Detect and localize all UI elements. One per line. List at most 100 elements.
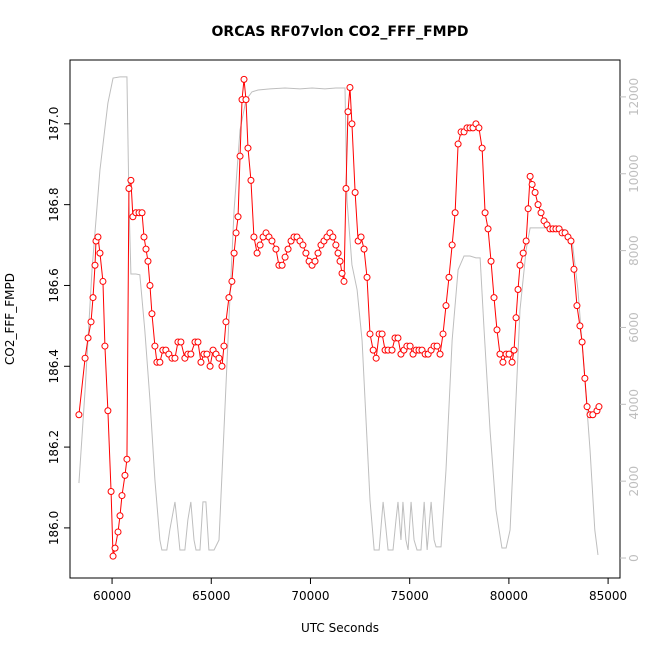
y2-tick-label: 4000 [627, 389, 641, 420]
data-point [351, 189, 359, 197]
data-point [232, 229, 240, 237]
data-point [311, 257, 319, 265]
data-point [104, 407, 112, 415]
data-point [329, 233, 337, 241]
data-point [344, 108, 352, 116]
data-point [144, 257, 152, 265]
data-point [215, 354, 223, 362]
data-point [197, 358, 205, 366]
y-tick-label: 187.0 [47, 107, 61, 141]
data-point [493, 326, 501, 334]
data-point [338, 269, 346, 277]
data-point [475, 124, 483, 132]
data-point [484, 225, 492, 233]
data-point [514, 286, 522, 294]
data-point [360, 245, 368, 253]
data-point [528, 180, 536, 188]
data-point [272, 245, 280, 253]
y2-tick-label: 12000 [627, 78, 641, 116]
data-point [581, 374, 589, 382]
data-point [123, 455, 131, 463]
data-point [519, 249, 527, 257]
y-tick-label: 186.2 [47, 430, 61, 464]
data-point [394, 334, 402, 342]
series-line [78, 76, 599, 556]
data-point [583, 403, 591, 411]
data-point [220, 342, 228, 350]
data-point [194, 338, 202, 346]
data-point [111, 544, 119, 552]
data-point [281, 253, 289, 261]
data-point [109, 552, 117, 560]
data-point [89, 294, 97, 302]
data-point [244, 144, 252, 152]
data-point [348, 120, 356, 128]
y2-tick-label: 10000 [627, 155, 641, 193]
data-point [250, 233, 258, 241]
y2-tick-label: 0 [627, 554, 641, 562]
data-point [148, 310, 156, 318]
data-point [406, 342, 414, 350]
data-point [531, 189, 539, 197]
data-point [445, 273, 453, 281]
data-point [116, 512, 124, 520]
data-point [363, 273, 371, 281]
data-point [448, 241, 456, 249]
data-point [302, 249, 310, 257]
data-point [499, 358, 507, 366]
data-point [230, 249, 238, 257]
data-point [171, 354, 179, 362]
data-point [522, 237, 530, 245]
data-point [496, 350, 504, 358]
data-point [247, 176, 255, 184]
data-point [578, 338, 586, 346]
data-point [481, 209, 489, 217]
data-point [94, 233, 102, 241]
data-point [589, 411, 597, 419]
y-tick-label: 186.4 [47, 349, 61, 383]
data-point [91, 261, 99, 269]
data-point [505, 350, 513, 358]
data-point [99, 277, 107, 285]
data-point [75, 411, 83, 419]
data-point [439, 330, 447, 338]
data-point [369, 346, 377, 354]
data-point [284, 245, 292, 253]
y2-tick-label: 8000 [627, 235, 641, 266]
data-point [332, 241, 340, 249]
data-point [436, 350, 444, 358]
data-point [107, 488, 115, 496]
data-point [121, 471, 129, 479]
data-point [81, 354, 89, 362]
data-point [342, 184, 350, 192]
y-tick-label: 186.0 [47, 511, 61, 545]
data-point [138, 209, 146, 217]
data-point [84, 334, 92, 342]
data-point [346, 83, 354, 91]
y-axis-label: CO2_FFF_FMPD [3, 273, 17, 365]
data-point [187, 350, 195, 358]
data-point [218, 362, 226, 370]
data-point [442, 302, 450, 310]
data-point [490, 294, 498, 302]
data-point [336, 257, 344, 265]
data-point [225, 294, 233, 302]
data-point [177, 338, 185, 346]
data-point [516, 261, 524, 269]
data-point [334, 249, 342, 257]
data-point [236, 152, 244, 160]
data-point [314, 249, 322, 257]
data-point [524, 205, 532, 213]
data-point [127, 176, 135, 184]
data-point [151, 342, 159, 350]
data-point [576, 322, 584, 330]
data-point [87, 318, 95, 326]
data-point [101, 342, 109, 350]
data-point [140, 233, 148, 241]
data-point [340, 277, 348, 285]
data-point [118, 492, 126, 500]
data-point [537, 209, 545, 217]
data-point [125, 184, 133, 192]
data-point [142, 245, 150, 253]
